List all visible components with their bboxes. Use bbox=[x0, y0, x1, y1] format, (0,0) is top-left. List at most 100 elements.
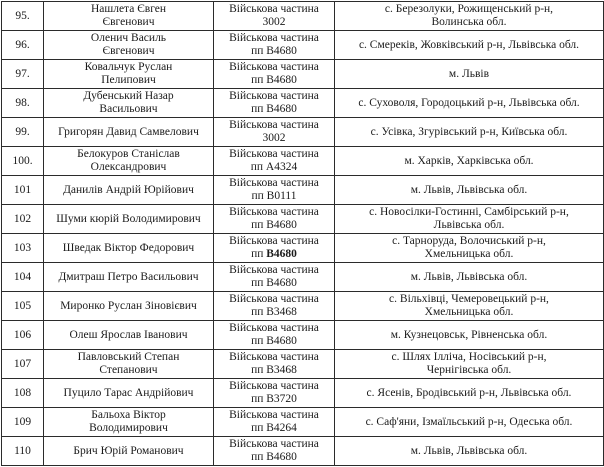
military-unit: Військова частина пп В4680 bbox=[213, 59, 335, 89]
table-row: 100. Белокуров Станіслав Олександрович В… bbox=[1, 146, 604, 176]
unit-line1: Військова частина bbox=[229, 177, 319, 189]
unit-line1: Військова частина bbox=[229, 380, 319, 392]
location: м. Харків, Харківська обл. bbox=[334, 146, 604, 176]
person-name: Бальоха Віктор Володимирович bbox=[43, 407, 214, 437]
military-unit: Військова частина 3002 bbox=[213, 117, 335, 147]
row-number: 104 bbox=[1, 262, 44, 292]
military-unit: Військова частина 3002 bbox=[213, 1, 335, 31]
unit-line2: пп В4680 bbox=[251, 277, 297, 289]
military-unit: Військова частина пп В4680 bbox=[213, 320, 335, 350]
military-unit: Військова частина пп В0111 bbox=[213, 175, 335, 205]
table-row: 106 Олеш Ярослав Іванович Військова част… bbox=[1, 320, 604, 350]
military-unit: Військова частина пп В4680 bbox=[213, 204, 335, 234]
unit-line1: Військова частина bbox=[229, 235, 319, 247]
location: с. Усівка, Згурівський р-н, Київська обл… bbox=[334, 117, 604, 147]
military-unit: Військова частина пп В3720 bbox=[213, 378, 335, 408]
unit-line2: пп В3468 bbox=[251, 364, 297, 376]
table-row: 99. Григорян Давид Самвелович Військова … bbox=[1, 117, 604, 147]
unit-line2: пп В3720 bbox=[251, 393, 297, 405]
table-row: 107 Павловський Степан Степанович Військ… bbox=[1, 349, 604, 379]
unit-line1: Військова частина bbox=[229, 293, 319, 305]
table-row: 109 Бальоха Віктор Володимирович Військо… bbox=[1, 407, 604, 437]
person-name: Пуцило Тарас Андрійович bbox=[43, 378, 214, 408]
unit-line1: Військова частина bbox=[229, 438, 319, 450]
unit-line2: пп В4680 bbox=[251, 335, 297, 347]
unit-line1: Військова частина bbox=[229, 322, 319, 334]
unit-line2: пп В4680 bbox=[251, 45, 297, 57]
unit-line2: пп А4324 bbox=[250, 161, 298, 173]
military-unit: Військова частина пп В3468 bbox=[213, 349, 335, 379]
table-row: 95. Нашлета Євген Євгенович Військова ча… bbox=[1, 1, 604, 31]
row-number: 103 bbox=[1, 233, 44, 263]
person-name: Дмитраш Петро Васильович bbox=[43, 262, 214, 292]
military-unit: Військова частина пп А4324 bbox=[213, 146, 335, 176]
person-name: Шуми кюрій Володимирович bbox=[43, 204, 214, 234]
row-number: 95. bbox=[1, 1, 44, 31]
row-number: 99. bbox=[1, 117, 44, 147]
unit-line1: Військова частина bbox=[229, 61, 319, 73]
unit-line1: Військова частина bbox=[229, 351, 319, 363]
unit-line2: пп В0111 bbox=[251, 190, 297, 202]
military-unit: Військова частина пп В4264 bbox=[213, 407, 335, 437]
military-unit: Військова частина пп В3468 bbox=[213, 291, 335, 321]
unit-line2: пп В4680 bbox=[251, 219, 297, 231]
row-number: 106 bbox=[1, 320, 44, 350]
location: с. Смереків, Жовківський р-н, Львівська … bbox=[334, 30, 604, 60]
row-number: 102 bbox=[1, 204, 44, 234]
table-row: 108 Пуцило Тарас Андрійович Військова ча… bbox=[1, 378, 604, 408]
person-name: Оленич Василь Євгенович bbox=[43, 30, 214, 60]
row-number: 109 bbox=[1, 407, 44, 437]
location: м. Львів bbox=[334, 59, 604, 89]
person-name: Нашлета Євген Євгенович bbox=[43, 1, 214, 31]
unit-line2: пп В4264 bbox=[251, 422, 297, 434]
person-name: Миронко Руслан Зіновієвич bbox=[43, 291, 214, 321]
unit-line2: пп В4680 bbox=[251, 74, 297, 86]
row-number: 105 bbox=[1, 291, 44, 321]
table-row: 96. Оленич Василь Євгенович Військова ча… bbox=[1, 30, 604, 60]
table-row: 98. Дубенський Назар Васильович Військов… bbox=[1, 88, 604, 118]
location: с. Новосілки-Гостинні, Самбірський р-н, … bbox=[334, 204, 604, 234]
location: с. Ясенів, Бродівський р-н, Львівська об… bbox=[334, 378, 604, 408]
unit-line1: Військова частина bbox=[229, 148, 319, 160]
person-name: Ковальчук Руслан Пелипович bbox=[43, 59, 214, 89]
row-number: 101 bbox=[1, 175, 44, 205]
unit-line1: Військова частина bbox=[229, 206, 319, 218]
unit-line2: 3002 bbox=[262, 16, 286, 28]
unit-line1: Військова частина bbox=[229, 90, 319, 102]
table-row: 101 Данилів Андрій Юрійович Військова ча… bbox=[1, 175, 604, 205]
row-number: 98. bbox=[1, 88, 44, 118]
table-row: 110 Брич Юрій Романович Військова частин… bbox=[1, 436, 604, 466]
row-number: 110 bbox=[1, 436, 44, 466]
person-name: Дубенський Назар Васильович bbox=[43, 88, 214, 118]
unit-line1: Військова частина bbox=[229, 3, 319, 15]
row-number: 100. bbox=[1, 146, 44, 176]
row-number: 107 bbox=[1, 349, 44, 379]
unit-line2: 3002 bbox=[262, 132, 286, 144]
unit-line2: пп В4680 bbox=[251, 451, 297, 463]
row-number: 96. bbox=[1, 30, 44, 60]
table-row: 97. Ковальчук Руслан Пелипович Військова… bbox=[1, 59, 604, 89]
location: м. Львів, Львівська обл. bbox=[334, 436, 604, 466]
person-name: Олеш Ярослав Іванович bbox=[43, 320, 214, 350]
table-row: 105 Миронко Руслан Зіновієвич Військова … bbox=[1, 291, 604, 321]
location: м. Львів, Львівська обл. bbox=[334, 262, 604, 292]
location: с. Шлях Ілліча, Носівський р-н, Чернігів… bbox=[334, 349, 604, 379]
unit-line1: Військова частина bbox=[229, 409, 319, 421]
location: м. Кузнецовськ, Рівненська обл. bbox=[334, 320, 604, 350]
military-unit: Військова частина пп В4680 bbox=[213, 436, 335, 466]
location: с. Суховоля, Городоцький р-н, Львівська … bbox=[334, 88, 604, 118]
unit-line2: пп В3468 bbox=[251, 306, 297, 318]
person-name: Данилів Андрій Юрійович bbox=[43, 175, 214, 205]
unit-line1: Військова частина bbox=[229, 264, 319, 276]
military-unit: Військова частина пп В4680 bbox=[213, 233, 335, 263]
military-unit: Військова частина пп В4680 bbox=[213, 262, 335, 292]
military-unit: Військова частина пп В4680 bbox=[213, 30, 335, 60]
person-name: Брич Юрій Романович bbox=[43, 436, 214, 466]
table-row: 102 Шуми кюрій Володимирович Військова ч… bbox=[1, 204, 604, 234]
person-name: Павловський Степан Степанович bbox=[43, 349, 214, 379]
unit-line1: Військова частина bbox=[229, 119, 319, 131]
unit-line1: Військова частина bbox=[229, 32, 319, 44]
location: с. Тарноруда, Волочиський р-н, Хмельниць… bbox=[334, 233, 604, 263]
table-row: 103 Шведак Віктор Федорович Військова ча… bbox=[1, 233, 604, 263]
